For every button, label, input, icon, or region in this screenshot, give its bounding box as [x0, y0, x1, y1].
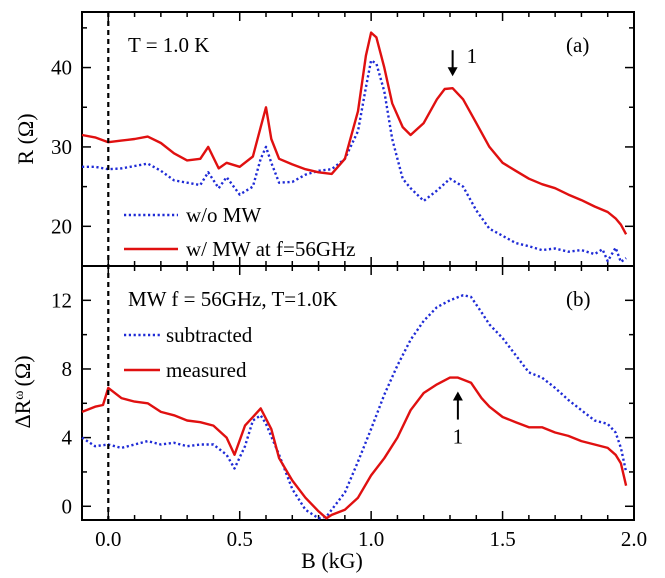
- x-tick-label: 0.5: [227, 527, 253, 551]
- panel-b-frame: [81, 265, 635, 521]
- panel-b-y-axis-title: ΔRω (Ω): [10, 355, 35, 428]
- x-tick-label: 0.0: [95, 527, 121, 551]
- panel-b-y-tick-label: 12: [51, 288, 72, 312]
- panel-a-peak-marker: 1: [447, 44, 478, 77]
- panel-b-peak-marker: 1: [452, 391, 464, 449]
- panel-b-y-tick-label: 8: [62, 357, 73, 381]
- panel-a-temperature-annotation: T = 1.0 K: [128, 33, 209, 57]
- x-tick-label: 1.5: [489, 527, 515, 551]
- panel-b-y-axis-title-main: ΔR: [10, 399, 35, 428]
- panel-a-y-tick-label: 40: [51, 56, 72, 80]
- x-tick-label: 1.0: [358, 527, 384, 551]
- panel-a-ticks: 20 30 40: [51, 12, 635, 267]
- x-tick-label: 2.0: [621, 527, 647, 551]
- panel-b-curves: [81, 294, 628, 520]
- panel-b-y-tick-label: 4: [62, 426, 73, 450]
- legend-subtracted-label: subtracted: [166, 323, 253, 347]
- panel-a-panel-label: (a): [566, 33, 589, 57]
- panel-a: 20 30 40 R (Ω) T = 1.0 K (a) w/o MW w/ MW …: [13, 11, 635, 267]
- panel-a-peak-arrow-head: [447, 67, 458, 77]
- panel-b-panel-label: (b): [566, 287, 591, 311]
- panel-a-peak-label: 1: [467, 44, 478, 68]
- panel-a-y-axis-title: R (Ω): [13, 113, 38, 164]
- panel-b-ticks: 0.0 0.5 1.0 1.5 2.0 0 4 8 12: [51, 265, 647, 551]
- panel-b-y-axis-superscript: ω: [12, 390, 27, 399]
- panel-a-y-tick-label: 20: [51, 214, 72, 238]
- panel-b-peak-label: 1: [453, 425, 464, 449]
- panel-b-y-tick-label: 0: [62, 494, 73, 518]
- panel-a-series-2-line: [81, 31, 628, 235]
- panel-b-y-axis-unit: (Ω): [10, 355, 35, 386]
- panel-b: 0.0 0.5 1.0 1.5 2.0 0 4 8 12 ΔRω (Ω) B (kG) MW f …: [10, 265, 647, 573]
- panel-b-condition-annotation: MW f = 56GHz, T=1.0K: [128, 287, 338, 311]
- panel-a-y-tick-label: 30: [51, 135, 72, 159]
- panel-b-series-1-line: [81, 294, 628, 520]
- panel-b-series-2-line: [81, 376, 628, 520]
- panel-a-curves: [81, 31, 628, 264]
- legend-measured-label: measured: [166, 358, 247, 382]
- legend-w-mw-label: w/ MW at f=56GHz: [186, 237, 356, 261]
- panel-a-series-1-line: [82, 59, 627, 264]
- legend-wo-mw-label: w/o MW: [186, 203, 261, 227]
- x-axis-title: B (kG): [301, 548, 363, 573]
- panel-b-peak-arrow-head: [452, 391, 463, 401]
